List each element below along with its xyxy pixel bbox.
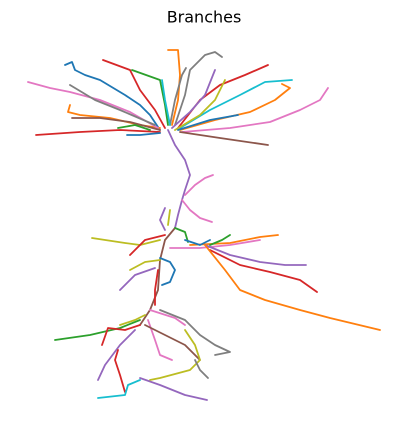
branch-line [181, 87, 329, 133]
branch-line [167, 209, 171, 226]
branch-line [119, 314, 146, 326]
branch-line [159, 257, 176, 286]
branch-line [71, 117, 161, 131]
branch-line [101, 324, 141, 346]
branch-line [131, 69, 169, 126]
branch-line [174, 51, 223, 126]
branch-line [167, 129, 191, 229]
branch-line [171, 69, 216, 129]
branch-line [159, 207, 166, 231]
branch-line [169, 67, 187, 126]
branch-line [159, 309, 231, 356]
branch-line [154, 269, 159, 306]
branch-line [64, 61, 161, 131]
branch-line [139, 377, 208, 401]
branch-line [149, 329, 201, 381]
branch-line [126, 132, 161, 136]
branch-line [179, 83, 291, 131]
branch-line [194, 359, 209, 379]
branch-line [174, 79, 226, 131]
branch-line [97, 329, 136, 381]
branch-line [54, 319, 141, 341]
branch-line [177, 114, 239, 131]
branch-line [114, 349, 126, 393]
branch-line [144, 324, 201, 361]
branch-line [189, 234, 279, 246]
branch-line [139, 227, 176, 326]
branch-line [167, 49, 181, 126]
branch-line [97, 379, 141, 399]
branch-line [102, 59, 166, 129]
branch-line [91, 237, 161, 246]
branch-line [35, 129, 161, 136]
branch-line [184, 239, 211, 246]
branch-line [147, 319, 173, 361]
branch-line [209, 234, 231, 246]
branch-line [129, 259, 161, 271]
branch-line [204, 244, 307, 266]
branch-line [209, 249, 318, 293]
branch-line [149, 309, 186, 326]
branch-line [204, 244, 381, 331]
branch-line [184, 174, 214, 196]
branch-line [129, 234, 166, 256]
branch-line [69, 84, 156, 126]
branch-line [181, 199, 213, 223]
branch-line [119, 267, 156, 291]
branch-line [161, 79, 171, 126]
branch-line [179, 131, 269, 146]
branch-line [169, 239, 261, 249]
branch-line [117, 124, 151, 131]
chart-title: Branches [167, 8, 242, 27]
branch-line [174, 227, 189, 243]
branch-line [27, 81, 159, 129]
